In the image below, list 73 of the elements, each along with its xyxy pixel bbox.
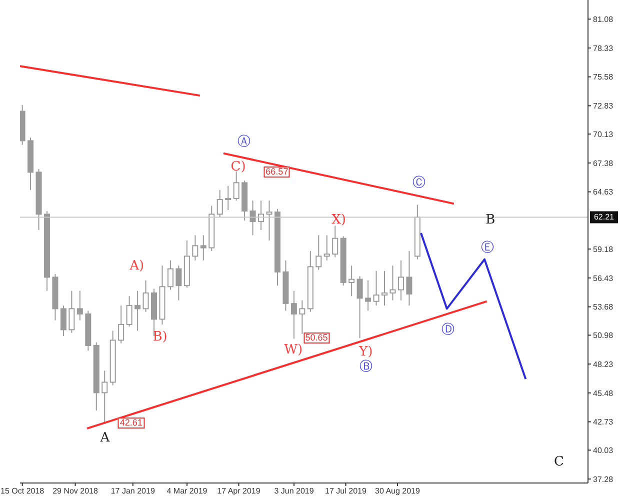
candlestick (118, 305, 124, 344)
y-tick-label: 53.68 (593, 302, 614, 312)
y-tick-label: 64.63 (593, 188, 614, 197)
candlestick (381, 270, 388, 306)
x-tick-label: 15 Oct 2018 (0, 486, 45, 496)
annotation: W) (284, 342, 303, 358)
x-tick-label: 17 Jul 2019 (325, 486, 367, 496)
candlestick (126, 296, 132, 328)
candlestick (200, 234, 206, 261)
x-tick-label: 30 Aug 2019 (375, 486, 421, 496)
annotation: C (554, 454, 564, 470)
candlestick (316, 234, 322, 270)
annotation: Ⓒ (412, 176, 426, 190)
candlestick (176, 265, 182, 301)
candlestick (365, 280, 372, 312)
candlestick (167, 260, 174, 290)
candlestick (398, 260, 404, 301)
candlestick (142, 280, 149, 312)
y-tick-label: 37.28 (593, 474, 614, 484)
annotation: B) (152, 330, 168, 344)
y-tick-label: 56.43 (593, 274, 614, 283)
annotation: Ⓐ (238, 134, 251, 150)
candlestick (225, 185, 232, 210)
ref-line-label: 62.21 (594, 212, 615, 222)
candlestick (332, 225, 338, 258)
y-tick-label: 81.08 (593, 14, 614, 24)
candlestick (68, 290, 75, 334)
candlestick (390, 265, 396, 301)
y-tick-label: 48.23 (593, 360, 614, 369)
x-tick-label: 29 Nov 2018 (52, 486, 98, 496)
annotation: C) (230, 160, 246, 174)
candlestick (356, 276, 363, 339)
line-series (420, 232, 527, 380)
annotation: B (486, 212, 496, 228)
y-tick-label: 50.98 (593, 331, 614, 340)
y-tick-label: 75.58 (593, 72, 614, 82)
candlestick (348, 265, 355, 297)
annotation: Ⓑ (359, 360, 372, 374)
candlestick (192, 234, 198, 261)
candlestick (102, 370, 108, 424)
annotation: 66.57 (264, 166, 290, 178)
y-tick-label: 45.48 (593, 388, 614, 398)
candlestick (373, 270, 380, 306)
y-tick-label: 40.03 (593, 446, 614, 455)
candlestick (76, 290, 83, 321)
candlestick (266, 200, 272, 241)
candlestick (60, 305, 66, 336)
candlestick (216, 190, 223, 218)
x-tick-label: 17 Jan 2019 (110, 486, 156, 496)
annotation: X) (332, 212, 346, 228)
y-tick-label: 78.33 (593, 44, 614, 53)
annotation: Ⓓ (441, 322, 454, 338)
annotation: Ⓔ (481, 240, 494, 256)
annotation: A) (130, 258, 144, 274)
candlestick (406, 250, 412, 306)
annotation: Y) (358, 344, 373, 360)
candlestick (233, 170, 240, 202)
y-tick-label: 70.13 (593, 130, 614, 139)
candlestick (250, 200, 256, 236)
y-tick-label: 72.83 (593, 102, 614, 111)
candlestick (258, 200, 264, 230)
annotation: A (100, 430, 110, 446)
candlestick (134, 290, 141, 332)
y-tick-label: 42.73 (593, 418, 614, 427)
x-tick-label: 17 Apr 2019 (217, 486, 261, 496)
candlestick (290, 290, 297, 340)
x-tick-label: 4 Mar 2019 (166, 486, 208, 496)
y-tick-label: 59.18 (593, 244, 614, 254)
annotation: 50.65 (303, 332, 330, 344)
annotation: 42.61 (118, 418, 144, 428)
y-tick-label: 67.38 (593, 158, 614, 168)
candlestick (324, 234, 330, 261)
x-tick-label: 3 Jun 2019 (274, 486, 314, 496)
